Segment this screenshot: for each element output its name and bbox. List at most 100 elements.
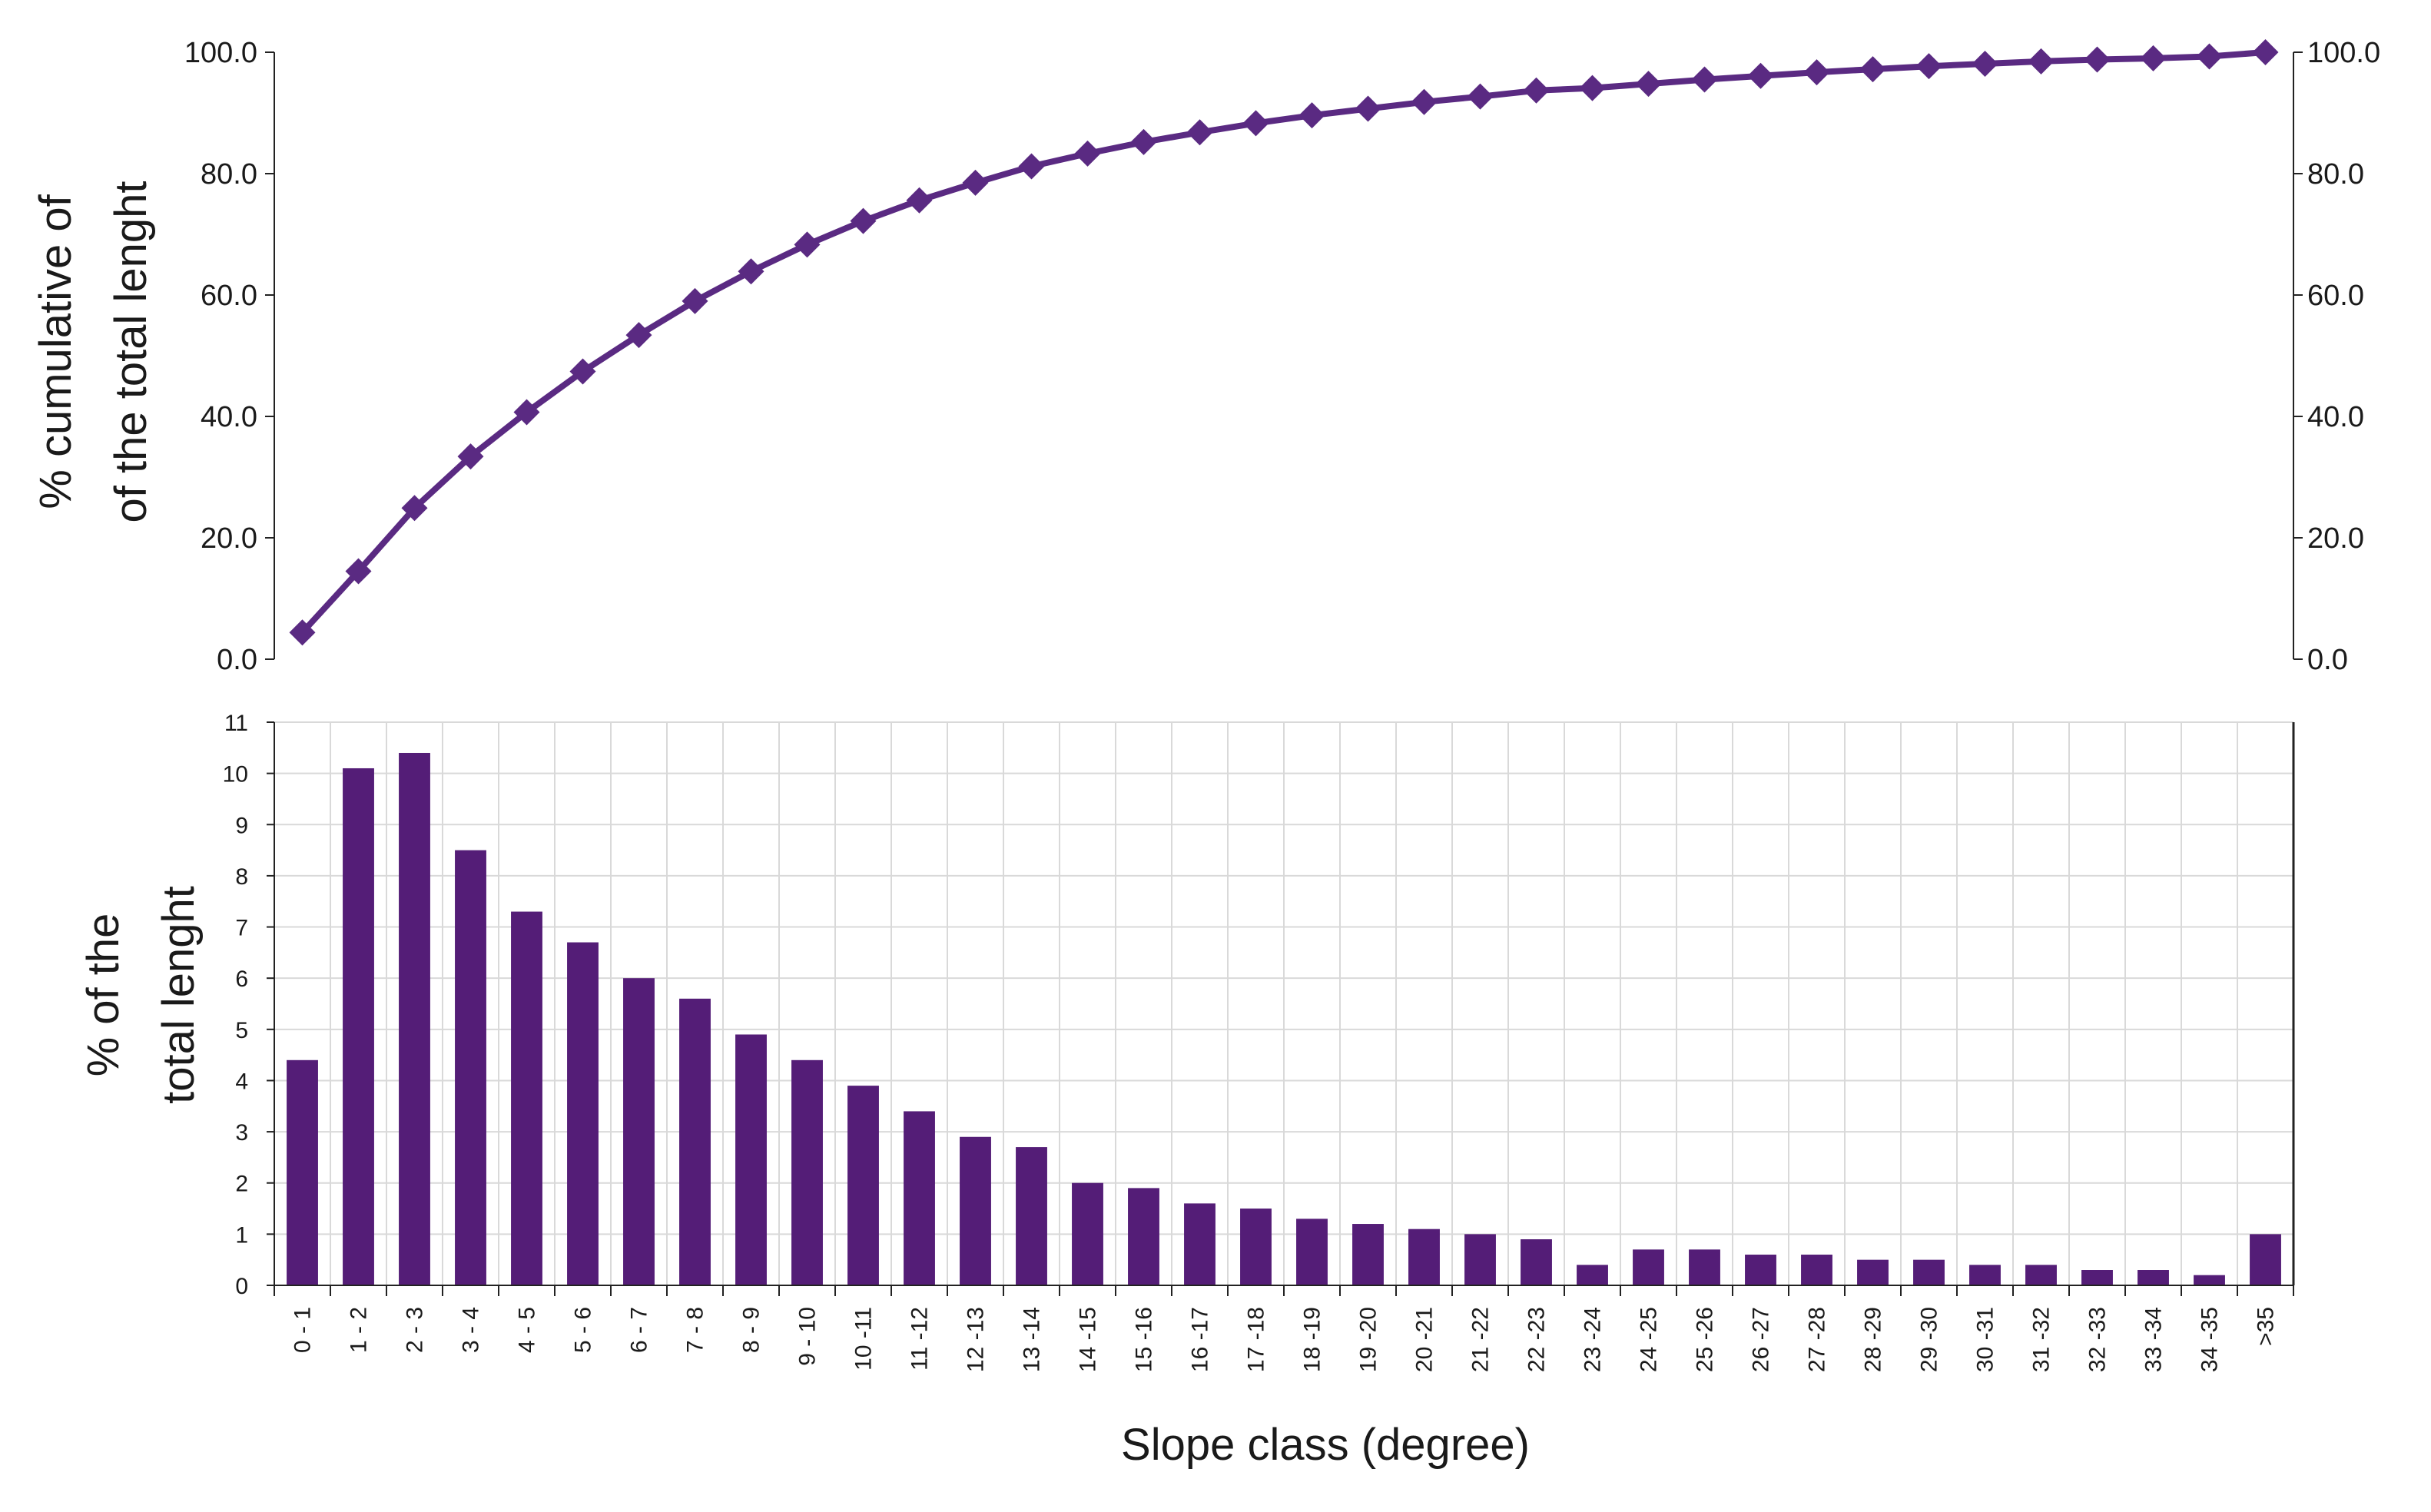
- top-left-tick-label: 100.0: [184, 37, 257, 69]
- line-point-16: [1130, 128, 1157, 155]
- x-category-label: 31 -32: [2029, 1307, 2055, 1372]
- top-left-tick-label: 20.0: [201, 522, 257, 555]
- x-category-label: 28 -29: [1861, 1307, 1886, 1372]
- x-category-label: 3 - 4: [459, 1307, 484, 1353]
- bar-18: [1240, 1209, 1272, 1285]
- x-category-label: 2 - 3: [403, 1307, 428, 1353]
- bar-1: [287, 1059, 318, 1285]
- x-category-label: 23 -24: [1580, 1307, 1606, 1372]
- x-category-label: 14 -15: [1076, 1307, 1101, 1372]
- x-category-label: 22 -23: [1524, 1307, 1550, 1372]
- bar-19: [1296, 1219, 1328, 1285]
- line-point-31: [1972, 51, 1998, 78]
- bar-33: [2081, 1270, 2113, 1285]
- line-point-32: [2028, 48, 2055, 75]
- x-category-label: >35: [2254, 1307, 2279, 1346]
- line-point-20: [1355, 95, 1381, 122]
- x-category-label: 21 -22: [1468, 1307, 1494, 1372]
- bar-20: [1352, 1224, 1384, 1285]
- bar-9: [735, 1034, 767, 1285]
- line-point-22: [1467, 83, 1494, 110]
- top-right-tick-label: 100.0: [2307, 37, 2380, 69]
- bottom-ylabel-line1: % of the: [78, 914, 128, 1077]
- line-point-26: [1691, 66, 1718, 93]
- bar-13: [960, 1136, 991, 1285]
- x-category-label: 33 -34: [2141, 1307, 2167, 1372]
- line-point-2: [345, 558, 372, 585]
- bar-y-tick-label: 4: [235, 1069, 248, 1094]
- line-point-9: [738, 258, 764, 285]
- bar-17: [1184, 1203, 1216, 1285]
- x-category-label: 13 -14: [1020, 1307, 1045, 1372]
- bar-10: [791, 1059, 823, 1285]
- bar-11: [847, 1086, 879, 1285]
- bar-12: [904, 1111, 935, 1285]
- x-category-label: 34 -35: [2197, 1307, 2223, 1372]
- x-category-label: 4 - 5: [515, 1307, 540, 1353]
- x-category-label: 11 -12: [907, 1307, 933, 1371]
- bar-2: [343, 768, 374, 1285]
- line-point-27: [1747, 62, 1774, 89]
- x-category-label: 0 - 1: [290, 1307, 316, 1353]
- bar-24: [1577, 1265, 1608, 1285]
- x-category-label: 17 -18: [1244, 1307, 1269, 1372]
- bar-26: [1689, 1249, 1720, 1285]
- x-category-label: 15 -16: [1132, 1307, 1157, 1372]
- line-point-14: [1018, 153, 1045, 180]
- x-category-label: 8 - 9: [739, 1307, 764, 1353]
- bar-14: [1016, 1147, 1047, 1285]
- bar-3: [399, 752, 430, 1285]
- x-category-label: 25 -26: [1693, 1307, 1718, 1372]
- line-point-23: [1523, 77, 1550, 104]
- bar-35: [2194, 1275, 2225, 1285]
- bar-y-tick-label: 2: [235, 1172, 248, 1197]
- line-point-1: [289, 619, 316, 646]
- line-point-6: [569, 358, 596, 385]
- line-point-7: [625, 322, 652, 349]
- line-point-29: [1859, 56, 1886, 83]
- cumulative-line: [300, 49, 2266, 635]
- x-category-label: 26 -27: [1749, 1307, 1774, 1372]
- x-category-label: 7 - 8: [683, 1307, 708, 1353]
- bottom-ylabel-line2: total lenght: [154, 886, 204, 1104]
- bar-16: [1128, 1188, 1159, 1285]
- line-point-30: [1915, 53, 1942, 80]
- bar-y-tick-label: 10: [223, 762, 248, 788]
- bar-6: [567, 942, 599, 1285]
- line-point-25: [1635, 71, 1662, 98]
- x-category-label: 1 - 2: [347, 1307, 372, 1353]
- x-category-label: 10 -11: [851, 1307, 877, 1371]
- top-left-tick-label: 40.0: [201, 401, 257, 433]
- bar-27: [1745, 1255, 1776, 1285]
- line-point-10: [794, 231, 821, 258]
- bar-y-tick-label: 0: [235, 1274, 248, 1299]
- line-point-5: [513, 399, 540, 426]
- line-point-24: [1579, 75, 1606, 101]
- x-category-label: 12 -13: [963, 1307, 989, 1372]
- line-point-28: [1803, 59, 1830, 86]
- bar-y-tick-label: 11: [224, 711, 248, 736]
- bar-30: [1913, 1259, 1945, 1285]
- bar-15: [1072, 1182, 1103, 1285]
- top-ylabel-line2: of the total lenght: [106, 181, 156, 523]
- bar-y-tick-label: 9: [235, 813, 248, 838]
- bar-y-tick-label: 7: [235, 916, 248, 941]
- line-point-34: [2140, 45, 2167, 71]
- bar-21: [1408, 1228, 1440, 1285]
- x-category-label: 6 - 7: [627, 1307, 652, 1353]
- top-left-tick-label: 80.0: [201, 158, 257, 191]
- top-right-tick-label: 20.0: [2307, 522, 2364, 555]
- x-axis-title: Slope class (degree): [1121, 1420, 1530, 1470]
- line-point-3: [401, 495, 428, 522]
- x-category-label: 19 -20: [1356, 1307, 1381, 1372]
- bar-31: [1969, 1265, 2001, 1285]
- bar-7: [623, 978, 655, 1285]
- line-point-33: [2084, 46, 2111, 73]
- line-point-8: [682, 287, 708, 314]
- top-left-tick-label: 60.0: [201, 280, 257, 312]
- top-right-tick-label: 0.0: [2307, 644, 2348, 676]
- top-left-tick-label: 0.0: [217, 644, 257, 676]
- line-point-17: [1186, 119, 1213, 146]
- bar-23: [1521, 1239, 1552, 1285]
